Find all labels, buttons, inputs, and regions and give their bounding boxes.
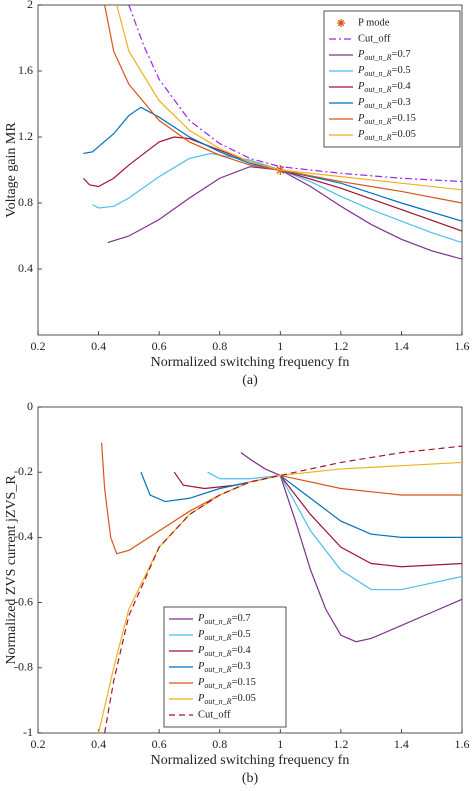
legend-label: Pout_n_R=0.3 [357, 97, 411, 109]
legend-label: Pout_n_R=0.7 [357, 49, 411, 61]
series-line [128, 5, 462, 183]
x-tick-label: 1 [277, 737, 283, 751]
legend-label: Cut_off [198, 709, 231, 720]
y-tick-label: 0.8 [18, 195, 33, 209]
legend-label: Pout_n_R=0.4 [357, 81, 411, 93]
x-tick-label: 1.4 [394, 737, 409, 751]
y-tick-label: -0.6 [14, 594, 33, 608]
y-tick-label: -0.8 [14, 660, 33, 674]
legend-label: P mode [358, 17, 390, 28]
legend-box [323, 10, 461, 148]
x-tick-label: 0.6 [152, 737, 167, 751]
x-tick-label: 0.2 [31, 737, 46, 751]
series-line [173, 471, 462, 568]
series-line [116, 5, 462, 191]
y-tick-label: -0.4 [14, 529, 33, 543]
x-tick-label: 0.4 [91, 339, 106, 353]
x-tick-label: 0.8 [212, 339, 227, 353]
x-axis-label: Normalized switching frequency fn [151, 753, 350, 768]
legend-label: Pout_n_R=0.7 [197, 613, 251, 625]
series-line [83, 106, 462, 222]
x-tick-label: 1.4 [394, 339, 409, 353]
y-axis-label: Voltage gain MR [4, 122, 19, 218]
legend-label: Pout_n_R=0.3 [197, 661, 251, 673]
y-axis-label: Normalized ZVS current jZVS_R [4, 475, 19, 665]
caption: (b) [242, 771, 259, 786]
x-tick-label: 1 [277, 339, 283, 353]
series-line [240, 452, 462, 643]
y-tick-label: 0 [27, 399, 33, 413]
series-layer [97, 442, 462, 733]
y-tick-label: 1.2 [18, 129, 33, 143]
caption: (a) [242, 373, 258, 388]
series-line [101, 442, 462, 555]
x-tick-label: 1.2 [333, 737, 348, 751]
x-tick-label: 1.6 [455, 339, 470, 353]
x-axis-label: Normalized switching frequency fn [151, 355, 350, 370]
x-tick-label: 1.6 [455, 737, 470, 751]
y-tick-label: 2 [27, 0, 33, 11]
y-tick-label: -1 [23, 725, 33, 739]
series-line [207, 471, 462, 591]
legend-label: Pout_n_R=0.5 [357, 65, 411, 77]
y-tick-label: -0.2 [14, 464, 33, 478]
x-tick-label: 0.4 [91, 737, 106, 751]
series-line [82, 136, 462, 232]
y-tick-label: 1.6 [18, 63, 33, 77]
x-tick-label: 0.8 [212, 737, 227, 751]
legend-label: Pout_n_R=0.4 [197, 645, 251, 657]
series-layer [82, 5, 462, 260]
legend-label: Pout_n_R=0.05 [197, 693, 256, 705]
series-line [104, 445, 462, 733]
legend-label: Pout_n_R=0.15 [197, 677, 256, 689]
legend-label: Pout_n_R=0.15 [357, 113, 416, 125]
x-tick-label: 1.2 [333, 339, 348, 353]
x-tick-label: 0.2 [31, 339, 46, 353]
legend-label: Pout_n_R=0.05 [357, 129, 416, 141]
y-tick-label: 0.4 [18, 261, 33, 275]
series-line [92, 152, 462, 244]
legend-label: Cut_off [358, 33, 391, 44]
x-tick-label: 0.6 [152, 339, 167, 353]
legend-label: Pout_n_R=0.5 [197, 629, 251, 641]
legend-symbol [337, 19, 345, 27]
series-line [104, 5, 462, 204]
